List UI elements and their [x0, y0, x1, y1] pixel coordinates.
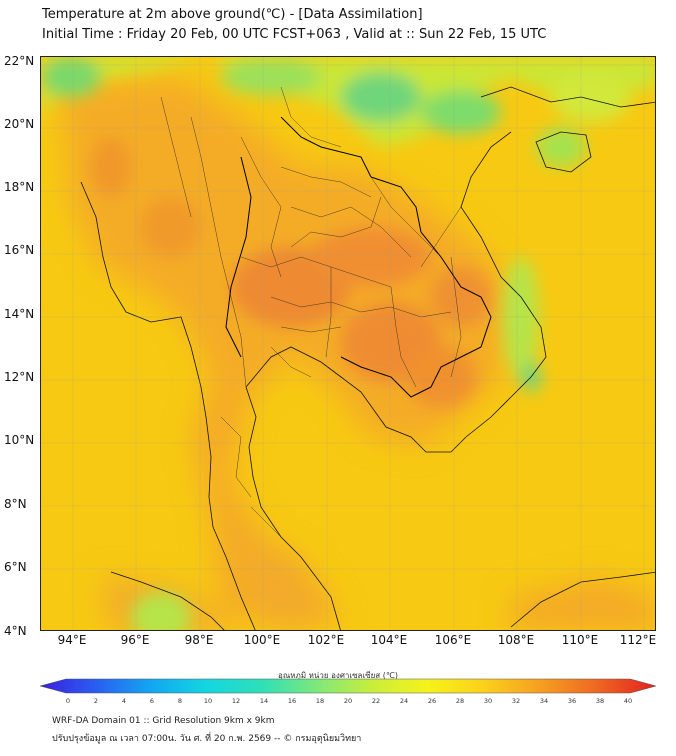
lon-label-96e: 96°E — [120, 633, 150, 647]
footer-domain-info: WRF-DA Domain 01 :: Grid Resolution 9km … — [52, 716, 275, 726]
cb-tick-18: 18 — [315, 697, 325, 705]
lat-label-22n: 22°N — [4, 54, 35, 68]
lat-label-8n: 8°N — [4, 497, 27, 511]
cb-tick-14: 14 — [259, 697, 269, 705]
lon-label-108e: 108°E — [497, 633, 535, 647]
temperature-map — [40, 56, 656, 631]
cb-tick-24: 24 — [399, 697, 409, 705]
cb-tick-2: 2 — [93, 697, 99, 705]
footer-update-info: ปรับปรุงข้อมูล ณ เวลา 07:00น. วัน ศ. ที่… — [52, 734, 362, 744]
lat-label-16n: 16°N — [4, 243, 35, 257]
cb-tick-26: 26 — [427, 697, 437, 705]
cb-tick-4: 4 — [121, 697, 127, 705]
cb-tick-12: 12 — [231, 697, 241, 705]
lon-label-110e: 110°E — [561, 633, 599, 647]
colorbar-gradient — [40, 678, 656, 694]
cool-highland-field — [41, 57, 655, 630]
cb-tick-20: 20 — [343, 697, 353, 705]
lat-label-18n: 18°N — [4, 180, 35, 194]
lat-label-6n: 6°N — [4, 560, 27, 574]
map-title: Temperature at 2m above ground(℃) - [Dat… — [42, 7, 423, 22]
lat-label-12n: 12°N — [4, 370, 35, 384]
map-canvas — [41, 57, 655, 630]
cb-tick-38: 38 — [595, 697, 605, 705]
lon-label-104e: 104°E — [370, 633, 408, 647]
lon-label-106e: 106°E — [434, 633, 472, 647]
graticule — [41, 57, 655, 630]
cb-tick-30: 30 — [483, 697, 493, 705]
hot-core-field — [91, 137, 491, 407]
lon-label-94e: 94°E — [57, 633, 87, 647]
map-subtitle: Initial Time : Friday 20 Feb, 00 UTC FCS… — [42, 27, 547, 42]
lat-label-20n: 20°N — [4, 117, 35, 131]
cb-tick-8: 8 — [177, 697, 183, 705]
cb-tick-22: 22 — [371, 697, 381, 705]
cb-tick-40: 40 — [623, 697, 633, 705]
cb-tick-36: 36 — [567, 697, 577, 705]
cb-tick-16: 16 — [287, 697, 297, 705]
country-borders — [225, 116, 492, 398]
cb-tick-32: 32 — [511, 697, 521, 705]
lat-label-10n: 10°N — [4, 433, 35, 447]
lat-label-14n: 14°N — [4, 307, 35, 321]
lon-label-112e: 112°E — [619, 633, 657, 647]
colorbar — [40, 678, 656, 694]
cb-tick-0: 0 — [65, 697, 71, 705]
cb-tick-34: 34 — [539, 697, 549, 705]
lat-label-4n: 4°N — [4, 624, 27, 638]
cb-tick-28: 28 — [455, 697, 465, 705]
lon-label-100e: 100°E — [243, 633, 281, 647]
colorbar-title: อุณหภูมิ หน่วย องศาเซลเซียส (℃) — [278, 671, 398, 680]
lon-label-102e: 102°E — [307, 633, 345, 647]
cb-tick-6: 6 — [149, 697, 155, 705]
cb-tick-10: 10 — [203, 697, 213, 705]
lon-label-98e: 98°E — [184, 633, 214, 647]
